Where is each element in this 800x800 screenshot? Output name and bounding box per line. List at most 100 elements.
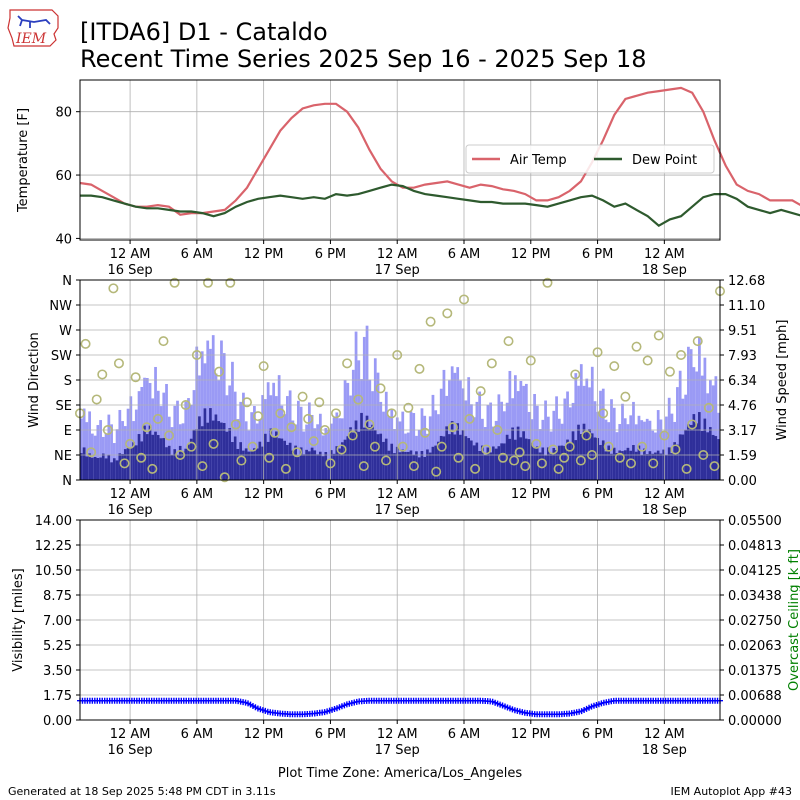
wind-speed-bar	[209, 408, 212, 480]
wind-direction-marker	[464, 413, 475, 424]
wind-speed-bar	[143, 425, 146, 480]
wind-speed-bar	[700, 430, 704, 480]
wind-speed-bar	[379, 433, 383, 480]
wind-speed-bar	[599, 444, 602, 480]
wind-direction-marker	[108, 283, 119, 294]
wind-speed-bar	[233, 436, 237, 480]
wind-direction-marker	[258, 361, 269, 372]
temperature-legend: Air Temp Dew Point	[465, 144, 715, 174]
wind-speed-bar	[464, 436, 468, 480]
temperature-x-date-label: 17 Sep	[375, 263, 420, 278]
visibility-y-tick-label: 0.00	[43, 714, 72, 729]
wind-speed-bar	[541, 447, 545, 480]
legend-dew-point-label: Dew Point	[632, 153, 697, 168]
wind-speed-bar	[615, 453, 619, 480]
wind-x-date-label: 18 Sep	[642, 503, 687, 518]
wind-direction-marker	[97, 369, 108, 380]
wind-direction-marker	[709, 461, 720, 472]
wind-direction-marker	[80, 338, 91, 349]
wind-gust-bar	[467, 377, 471, 480]
wind-gust-bar	[497, 394, 501, 480]
wind-gust-bar	[623, 418, 627, 480]
wind-direction-tick-label: NE	[54, 449, 72, 464]
wind-gust-bar	[453, 372, 457, 480]
wind-speed-bar	[588, 429, 591, 480]
wind-gust-bar	[187, 398, 190, 480]
visibility-y-ticks: 0.00 1.75 3.50 5.25 7.00 8.75 10.50 12.25 14.00	[35, 514, 80, 729]
chart-title-line2: Recent Time Series 2025 Sep 16 - 2025 Se…	[80, 45, 647, 73]
wind-speed-bar	[376, 434, 380, 480]
wind-speed-bar	[261, 446, 265, 480]
chart-title-line1: [ITDA6] D1 - Cataldo	[80, 18, 328, 46]
wind-direction-marker	[642, 355, 653, 366]
wind-gust-bar	[524, 383, 528, 480]
wind-direction-marker	[670, 444, 681, 455]
wind-direction-marker	[208, 438, 219, 449]
wind-direction-marker	[292, 447, 303, 458]
wind-direction-marker	[548, 444, 559, 455]
temperature-x-tick-label: 12 PM	[511, 247, 551, 262]
wind-speed-bar	[665, 454, 668, 480]
ceiling-y-label: Overcast Ceiling [k ft]	[787, 549, 800, 691]
wind-speed-bar	[313, 450, 317, 480]
wind-gust-bar	[409, 411, 413, 480]
wind-gust-bar	[250, 412, 254, 480]
temperature-y-ticks: 40 60 80	[55, 106, 80, 247]
wind-direction-marker	[414, 363, 425, 374]
wind-direction-marker	[86, 447, 97, 458]
temperature-y-label: Temperature [F]	[16, 108, 31, 213]
wind-direction-marker	[458, 294, 469, 305]
wind-speed-bar	[316, 454, 319, 480]
wind-speed-bar	[585, 431, 589, 480]
wind-speed-bar	[327, 459, 330, 480]
wind-gust-bar	[689, 349, 693, 480]
wind-panel: N NE E SE S SW W NW N 0.00 1.59 3.17 4.76 6.34 7.93 9.…	[27, 274, 790, 518]
wind-direction-marker	[275, 408, 286, 419]
wind-direction-marker	[664, 366, 675, 377]
visibility-x-tick-label: 12 PM	[511, 727, 551, 742]
wind-speed-bar	[266, 441, 270, 480]
wind-speed-bar	[236, 448, 240, 480]
visibility-x-date-label: 18 Sep	[642, 743, 687, 758]
wind-direction-marker	[336, 444, 347, 455]
wind-direction-tick-label: N	[62, 474, 72, 489]
wind-speed-bar	[255, 448, 259, 480]
wind-direction-marker	[392, 349, 403, 360]
wind-speed-bar	[170, 454, 174, 480]
wind-direction-marker	[375, 383, 386, 394]
wind-speed-bar	[626, 447, 630, 480]
wind-speed-bar	[222, 423, 226, 480]
wind-speed-bar	[412, 454, 416, 480]
wind-speed-bar	[637, 445, 641, 480]
wind-speed-bar	[307, 451, 311, 480]
ceiling-y-ticks: 0.00000 0.00688 0.01375 0.02063 0.02750 0.034…	[720, 514, 782, 729]
wind-speed-bar	[568, 442, 572, 480]
wind-speed-bar	[112, 458, 116, 480]
wind-speed-bar	[448, 434, 451, 480]
wind-speed-bar	[577, 424, 580, 480]
wind-speed-bar	[250, 451, 254, 480]
wind-direction-marker	[659, 430, 670, 441]
wind-speed-bar	[217, 421, 221, 480]
wind-direction-marker	[286, 422, 297, 433]
wind-direction-marker	[214, 366, 225, 377]
wind-gust-bar	[176, 400, 179, 480]
wind-speed-bar	[516, 426, 520, 480]
wind-speed-bar	[137, 434, 141, 480]
wind-direction-marker	[353, 394, 364, 405]
wind-gust-bar	[599, 390, 602, 480]
wind-gust-bar	[365, 325, 369, 480]
wind-speed-bar	[140, 441, 144, 480]
wind-speed-bar	[244, 448, 248, 480]
wind-x-tick-label: 6 PM	[582, 487, 613, 502]
wind-direction-marker	[575, 455, 586, 466]
wind-speed-bar	[368, 426, 372, 480]
wind-speed-bar	[486, 447, 490, 480]
wind-speed-bar	[387, 450, 391, 480]
wind-speed-bar	[343, 439, 347, 480]
wind-speed-bar	[659, 453, 663, 480]
wind-speed-bar	[401, 449, 405, 480]
wind-speed-bar	[420, 450, 424, 480]
wind-direction-marker	[431, 466, 442, 477]
air-temp-line	[79, 86, 800, 216]
